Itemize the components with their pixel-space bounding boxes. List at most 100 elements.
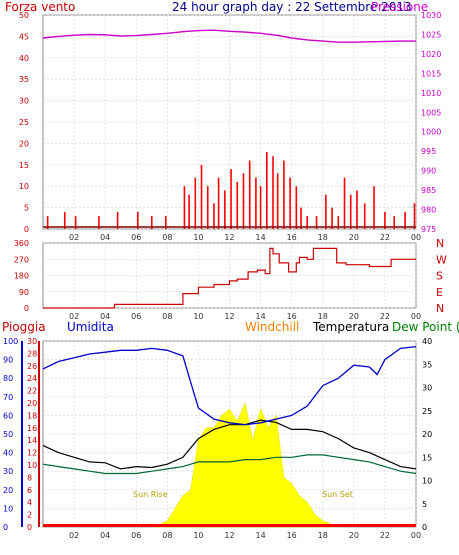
- wind-speed-label: Forza vento: [5, 0, 75, 14]
- pressure-tick-label: 1005: [421, 108, 441, 117]
- temperature-tick-label: 10: [422, 477, 432, 486]
- pressure-label: Pressione: [371, 0, 428, 14]
- wind-speed-tick-label: 15: [19, 161, 29, 170]
- panel2-x-tick-label: 16: [287, 312, 297, 321]
- sunrise-label: Sun Rise: [133, 490, 168, 499]
- wind-speed-tick-label: 45: [19, 32, 29, 41]
- rain-tick-label: 20: [27, 399, 37, 408]
- pressure-tick-label: 1010: [421, 89, 441, 98]
- pressure-tick-label: 1015: [421, 69, 441, 78]
- wind-speed-tick-label: 0: [24, 225, 29, 234]
- humidity-tick-label: 50: [3, 430, 13, 439]
- direction-compass-label: N: [436, 237, 444, 250]
- panel1-x-tick-label: 14: [255, 233, 265, 242]
- pressure-tick-label: 995: [421, 147, 436, 156]
- direction-compass-label: E: [436, 286, 443, 299]
- panel2-x-tick-label: 14: [255, 312, 265, 321]
- chart-title: 24 hour graph day : 22 Settembre 2013: [172, 0, 412, 14]
- sunset-label: Sun Set: [322, 490, 353, 499]
- panel1-x-tick-label: 16: [287, 233, 297, 242]
- temperature-line: [42, 419, 417, 470]
- dewpoint-line: [42, 454, 417, 475]
- temperature-tick-label: 40: [422, 337, 432, 346]
- panel1-x-tick-label: 02: [69, 233, 79, 242]
- panel2-x-tick-label: 18: [318, 312, 328, 321]
- panel2-x-tick-label: 06: [131, 312, 141, 321]
- pressure-tick-label: 1025: [421, 30, 441, 39]
- wind-pressure-panel: 02 04 06 08 10 12 14 16 18 20 22 000510152025303540…: [19, 11, 442, 242]
- panel1-x-tick-label: 20: [349, 233, 359, 242]
- humidity-tick-label: 80: [3, 374, 13, 383]
- wind-speed-tick-label: 20: [19, 139, 29, 148]
- rain-label: Pioggia: [2, 320, 46, 334]
- panel1-x-tick-label: 04: [100, 233, 110, 242]
- humidity-tick-label: 90: [3, 356, 13, 365]
- panel1-x-tick-label: 18: [318, 233, 328, 242]
- temperature-tick-label: 15: [422, 453, 432, 462]
- temperature-tick-label: 35: [422, 360, 432, 369]
- rain-tick-label: 10: [27, 461, 37, 470]
- panel3-x-tick-label: 06: [131, 531, 141, 540]
- dewpoint-label: Dew Point (°C: [392, 320, 459, 334]
- panel3-x-tick-label: 12: [224, 531, 234, 540]
- panel1-x-tick-label: 00: [411, 233, 421, 242]
- rain-tick-label: 4: [27, 498, 32, 507]
- rain-tick-label: 12: [27, 449, 37, 458]
- panel2-x-tick-label: 00: [411, 312, 421, 321]
- rain-tick-label: 6: [27, 486, 32, 495]
- pressure-tick-label: 1030: [421, 11, 441, 20]
- panel3-x-tick-label: 08: [162, 531, 172, 540]
- direction-tick-label: 0: [24, 304, 29, 313]
- temperature-label: Temperatura: [312, 320, 389, 334]
- wind-speed-tick-label: 50: [19, 11, 29, 20]
- panel2-x-tick-label: 10: [193, 312, 203, 321]
- humidity-tick-label: 70: [3, 393, 13, 402]
- temperature-tick-label: 25: [422, 407, 432, 416]
- direction-compass-label: N: [436, 302, 444, 315]
- rain-tick-label: 26: [27, 362, 37, 371]
- panel3-x-tick-label: 18: [318, 531, 328, 540]
- panel2-x-tick-label: 12: [224, 312, 234, 321]
- panel1-x-tick-label: 12: [224, 233, 234, 242]
- panel3-x-tick-label: 20: [349, 531, 359, 540]
- humidity-tick-label: 0: [3, 523, 8, 532]
- pressure-tick-label: 1000: [421, 128, 441, 137]
- pressure-tick-label: 980: [421, 206, 436, 215]
- temperature-tick-label: 0: [422, 523, 427, 532]
- rain-tick-label: 22: [27, 387, 37, 396]
- panel1-x-tick-label: 22: [380, 233, 390, 242]
- pressure-tick-label: 1020: [421, 50, 441, 59]
- rain-tick-label: 30: [27, 337, 37, 346]
- pressure-tick-label: 990: [421, 167, 436, 176]
- humidity-tick-label: 10: [3, 504, 13, 513]
- rain-tick-label: 0: [27, 523, 32, 532]
- pressure-line: [42, 29, 416, 43]
- rain-tick-label: 28: [27, 349, 37, 358]
- panel3-x-tick-label: 02: [69, 531, 79, 540]
- temperature-humidity-panel: 02 04 06 08 10 12 14 16 18 20 22 000102030405060708…: [3, 337, 432, 540]
- panel1-x-tick-label: 08: [162, 233, 172, 242]
- panel2-x-tick-label: 08: [162, 312, 172, 321]
- panel1-x-tick-label: 06: [131, 233, 141, 242]
- panel2-x-tick-label: 04: [100, 312, 110, 321]
- humidity-tick-label: 60: [3, 411, 13, 420]
- humidity-tick-label: 20: [3, 486, 13, 495]
- solar-radiation-area: [154, 401, 339, 528]
- panel3-x-tick-label: 10: [193, 531, 203, 540]
- wind-speed-tick-label: 5: [24, 204, 29, 213]
- rain-tick-label: 8: [27, 473, 32, 482]
- temperature-tick-label: 5: [422, 500, 427, 509]
- humidity-label: Umidita: [67, 320, 114, 334]
- direction-tick-label: 90: [19, 288, 29, 297]
- humidity-tick-label: 40: [3, 449, 13, 458]
- temperature-tick-label: 20: [422, 430, 432, 439]
- pressure-tick-label: 975: [421, 225, 436, 234]
- humidity-line: [42, 345, 417, 426]
- humidity-tick-label: 30: [3, 467, 13, 476]
- direction-tick-label: 270: [14, 255, 29, 264]
- panel1-x-tick-label: 10: [193, 233, 203, 242]
- wind-direction-line: [43, 247, 416, 309]
- panel2-x-tick-label: 02: [69, 312, 79, 321]
